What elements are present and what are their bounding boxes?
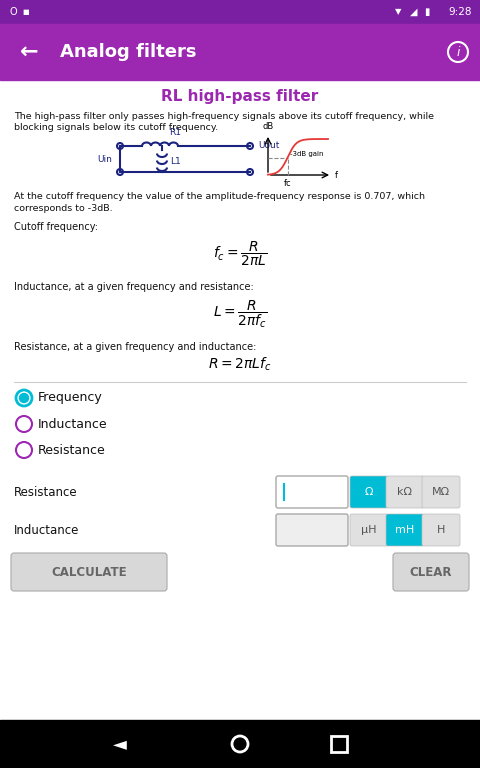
FancyBboxPatch shape — [386, 476, 424, 508]
Text: Analog filters: Analog filters — [60, 43, 196, 61]
Text: ◄: ◄ — [113, 735, 127, 753]
Text: RL high-pass filter: RL high-pass filter — [161, 88, 319, 104]
FancyBboxPatch shape — [276, 514, 348, 546]
Text: blocking signals below its cutoff frequency.: blocking signals below its cutoff freque… — [14, 123, 218, 132]
Text: corresponds to -3dB.: corresponds to -3dB. — [14, 204, 113, 213]
Text: Resistance, at a given frequency and inductance:: Resistance, at a given frequency and ind… — [14, 342, 256, 352]
FancyBboxPatch shape — [350, 514, 388, 546]
Bar — [331, 736, 347, 752]
Text: kΩ: kΩ — [397, 487, 412, 497]
Text: 9:28: 9:28 — [448, 7, 471, 17]
Bar — [0, 0, 480, 24]
Text: L1: L1 — [170, 157, 181, 165]
Text: ←: ← — [20, 42, 38, 62]
Text: ▼: ▼ — [395, 8, 401, 16]
Text: Uout: Uout — [258, 141, 279, 151]
Text: Frequency: Frequency — [38, 392, 103, 405]
Bar — [0, 24, 480, 80]
Text: ◢: ◢ — [410, 7, 418, 17]
Text: O: O — [10, 7, 18, 17]
FancyBboxPatch shape — [11, 553, 167, 591]
Text: Ω: Ω — [365, 487, 373, 497]
Text: Inductance: Inductance — [38, 418, 108, 431]
Text: MΩ: MΩ — [432, 487, 450, 497]
Text: -3dB gain: -3dB gain — [290, 151, 324, 157]
Text: Uin: Uin — [97, 154, 112, 164]
Text: Resistance: Resistance — [38, 443, 106, 456]
Text: i: i — [456, 45, 460, 58]
Text: CALCULATE: CALCULATE — [51, 565, 127, 578]
Text: The high-pass filter only passes high-frequency signals above its cutoff frequen: The high-pass filter only passes high-fr… — [14, 112, 434, 121]
Text: H: H — [437, 525, 445, 535]
FancyBboxPatch shape — [422, 514, 460, 546]
Circle shape — [20, 393, 28, 402]
Text: fc: fc — [284, 179, 292, 188]
FancyBboxPatch shape — [276, 476, 348, 508]
Text: ■: ■ — [22, 9, 29, 15]
Text: dB: dB — [263, 122, 274, 131]
Text: Inductance: Inductance — [14, 524, 79, 537]
Text: Resistance: Resistance — [14, 485, 78, 498]
Text: f: f — [335, 170, 338, 180]
Text: Cutoff frequency:: Cutoff frequency: — [14, 222, 98, 232]
FancyBboxPatch shape — [422, 476, 460, 508]
FancyBboxPatch shape — [350, 476, 388, 508]
Text: $R = 2\pi L f_c$: $R = 2\pi L f_c$ — [208, 356, 272, 372]
Text: At the cutoff frequency the value of the amplitude-frequency response is 0.707, : At the cutoff frequency the value of the… — [14, 192, 425, 201]
Text: $L = \dfrac{R}{2\pi f_c}$: $L = \dfrac{R}{2\pi f_c}$ — [213, 298, 267, 330]
Text: CLEAR: CLEAR — [410, 565, 452, 578]
Text: μH: μH — [361, 525, 377, 535]
Text: Inductance, at a given frequency and resistance:: Inductance, at a given frequency and res… — [14, 282, 254, 292]
Text: R1: R1 — [169, 128, 181, 137]
Text: mH: mH — [396, 525, 415, 535]
FancyBboxPatch shape — [393, 553, 469, 591]
Text: $f_c = \dfrac{R}{2\pi L}$: $f_c = \dfrac{R}{2\pi L}$ — [213, 240, 267, 268]
Text: ▮: ▮ — [424, 7, 430, 17]
Bar — [0, 720, 480, 768]
FancyBboxPatch shape — [386, 514, 424, 546]
